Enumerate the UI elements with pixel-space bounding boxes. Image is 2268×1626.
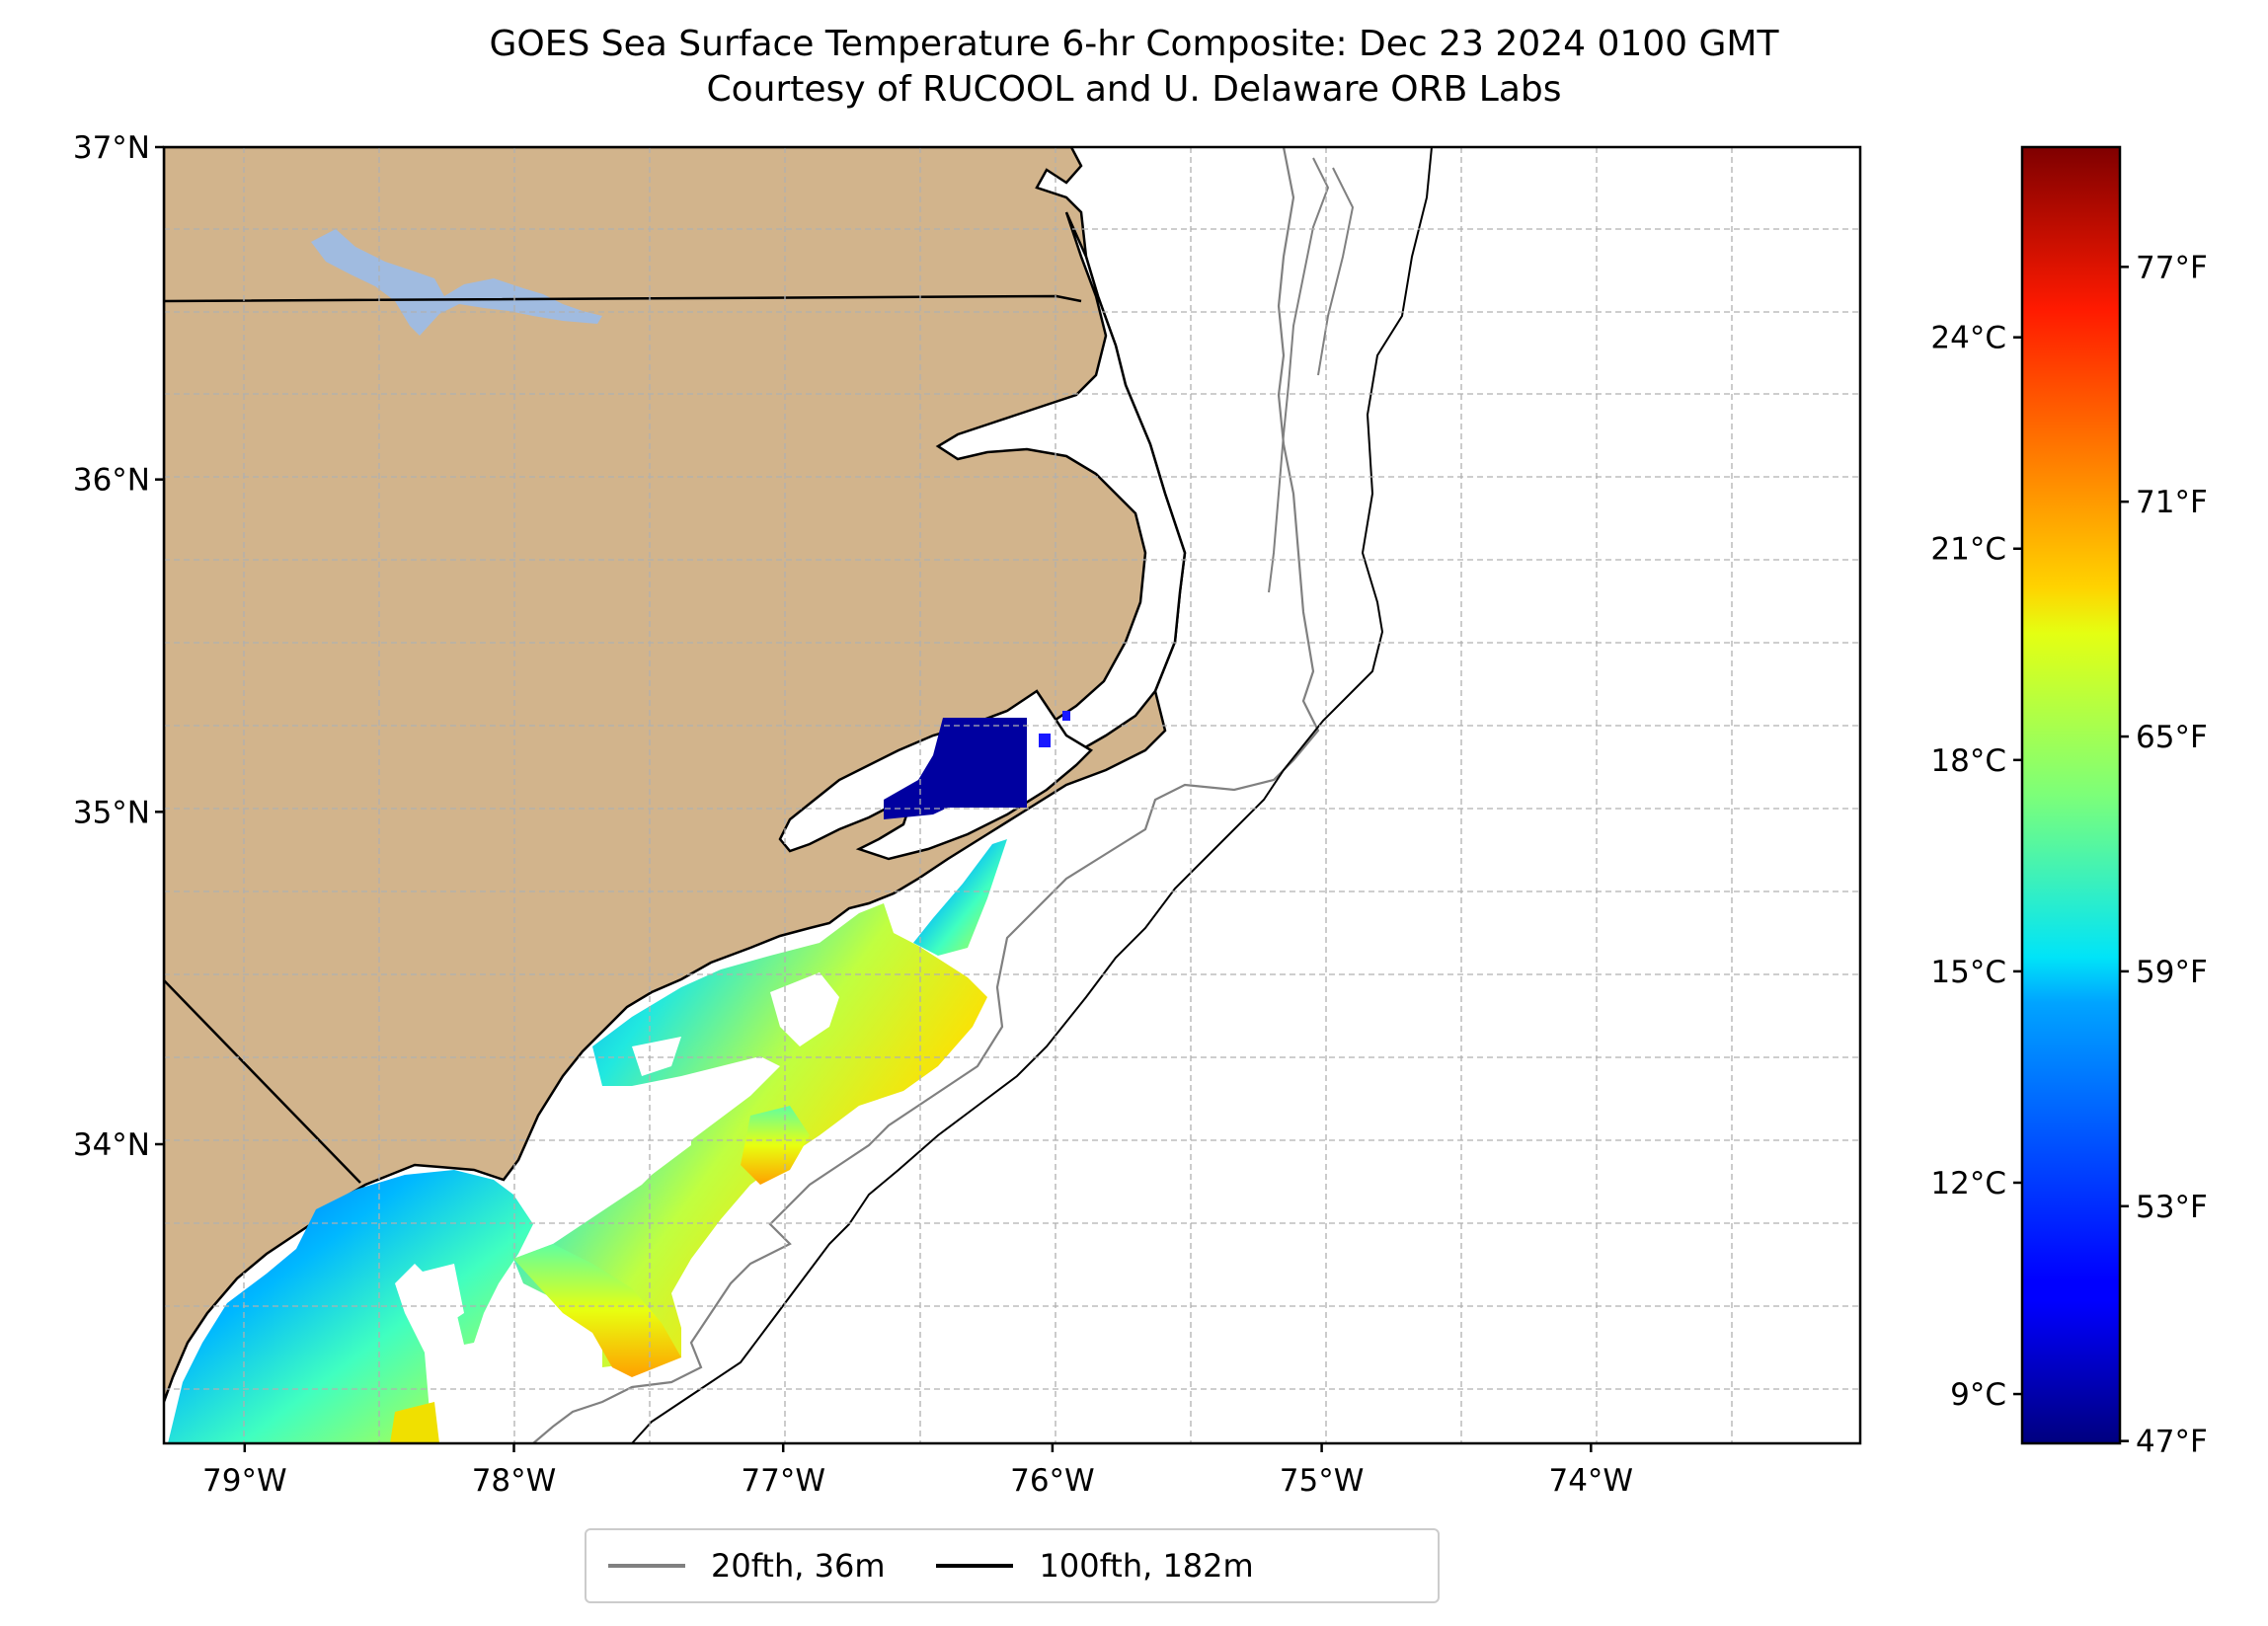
isobath-20fth-islands	[1268, 157, 1355, 593]
sst-pixel-a	[1039, 734, 1051, 747]
gridlines	[164, 147, 1860, 1443]
lon-tick-label: 74°W	[1548, 1463, 1633, 1499]
lon-tick-label: 78°W	[472, 1463, 557, 1499]
fahrenheit-tick-label: 59°F	[2136, 955, 2208, 990]
data-gap-2	[632, 1037, 681, 1076]
lon-tick-label: 76°W	[1010, 1463, 1095, 1499]
lat-tick-label: 34°N	[73, 1127, 150, 1163]
sst-patch-east-yellow	[741, 1106, 810, 1185]
data-gap-3	[415, 1264, 464, 1333]
lat-tick-label: 36°N	[73, 463, 150, 499]
title-line-1: GOES Sea Surface Temperature 6-hr Compos…	[489, 24, 1779, 64]
legend-label-100fth: 100fth, 182m	[1039, 1547, 1254, 1585]
map-frame	[162, 145, 1862, 1445]
celsius-tick-label: 21°C	[1930, 532, 2006, 568]
lon-tick-label: 79°W	[202, 1463, 287, 1499]
fahrenheit-tick-label: 53°F	[2136, 1190, 2208, 1225]
colorbar	[2020, 145, 2122, 1445]
lon-tick-label: 75°W	[1280, 1463, 1365, 1499]
legend-item-100fth: 100fth, 182m	[936, 1547, 1254, 1585]
celsius-tick-label: 24°C	[1930, 321, 2006, 356]
fahrenheit-tick-label: 71°F	[2136, 485, 2208, 520]
sst-patch-offshore	[513, 1244, 681, 1377]
sst-patch-long-bay	[168, 1170, 533, 1443]
sst-patch-north-blue	[884, 718, 1027, 819]
legend-item-20fth: 20fth, 36m	[608, 1547, 885, 1585]
state-border-va-nc	[164, 294, 1082, 303]
fahrenheit-tick-label: 77°F	[2136, 250, 2208, 285]
celsius-tick-label: 12°C	[1930, 1166, 2006, 1201]
fahrenheit-tick-label: 47°F	[2136, 1425, 2208, 1460]
legend-gray-line-icon	[608, 1564, 685, 1568]
lat-tick-label: 35°N	[73, 795, 150, 830]
celsius-tick-label: 9°C	[1950, 1377, 2006, 1413]
legend-label-20fth: 20fth, 36m	[711, 1547, 886, 1585]
isobath-legend: 20fth, 36m 100fth, 182m	[585, 1528, 1440, 1603]
lon-tick-label: 77°W	[741, 1463, 825, 1499]
colorbar-fahrenheit-axis: 77°F 71°F 65°F 59°F 53°F 47°F	[2120, 250, 2208, 1460]
albemarle-sound	[931, 211, 1187, 804]
celsius-tick-label: 18°C	[1930, 743, 2006, 779]
state-border-nc-sc	[164, 979, 361, 1184]
sst-patch-south-yellow	[390, 1402, 439, 1443]
legend-black-line-icon	[936, 1564, 1014, 1568]
lat-tick-label: 37°N	[73, 130, 150, 166]
lake	[311, 229, 602, 336]
longitude-axis: 79°W 78°W 77°W 76°W 75°W 74°W	[202, 1443, 1633, 1499]
celsius-tick-label: 15°C	[1930, 955, 2006, 990]
chart-title: GOES Sea Surface Temperature 6-hr Compos…	[0, 22, 2268, 113]
latitude-axis: 37°N 36°N 35°N 34°N	[73, 130, 164, 1163]
sst-pixel-b	[1062, 711, 1070, 721]
colorbar-celsius-axis: 24°C 21°C 18°C 15°C 12°C 9°C	[1930, 321, 2022, 1413]
title-line-2: Courtesy of RUCOOL and U. Delaware ORB L…	[706, 69, 1562, 110]
isobath-20fth	[532, 147, 1320, 1443]
fahrenheit-tick-label: 65°F	[2136, 720, 2208, 755]
data-gap-1	[770, 972, 839, 1046]
isobath-100fth	[631, 147, 1433, 1443]
sst-patch-onslow-edge	[913, 839, 1007, 956]
